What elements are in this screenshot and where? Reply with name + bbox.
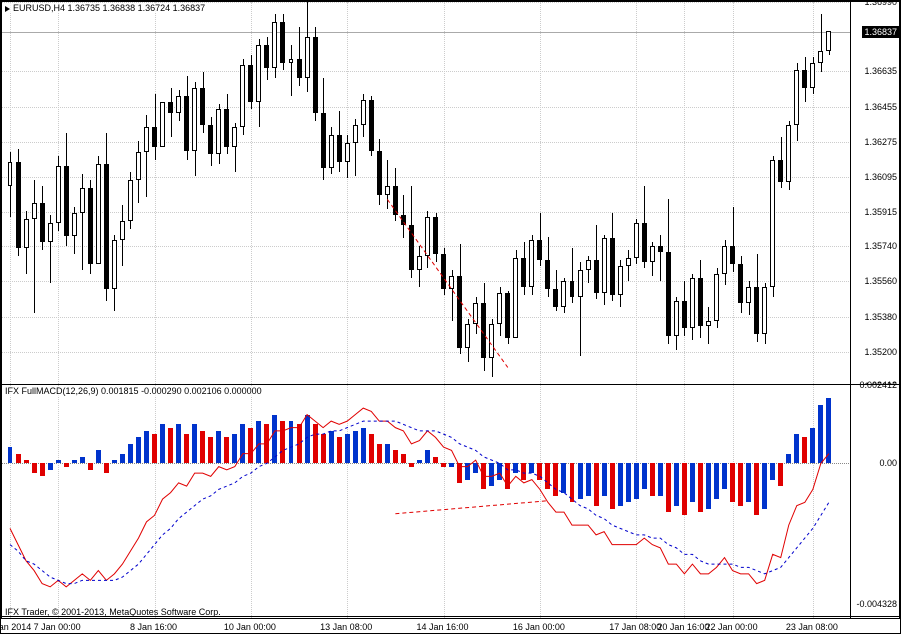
- macd-title: IFX FullMACD(12,26,9) 0.001815 -0.000290…: [5, 386, 262, 396]
- time-axis: 6 Jan 20147 Jan 00:00 8 Jan 16:00 10 Jan 0…: [1, 616, 900, 633]
- y-tick-label: 1.35200: [864, 347, 897, 357]
- x-tick-label: 8 Jan 16:00: [130, 622, 177, 632]
- x-tick-label: 14 Jan 16:00: [417, 622, 469, 632]
- x-tick-label: 16 Jan 00:00: [513, 622, 565, 632]
- x-tick-label: 7 Jan 00:00: [34, 622, 81, 632]
- x-tick-label: 20 Jan 16:00: [657, 622, 709, 632]
- price-title-text: EURUSD,H4 1.36735 1.36838 1.36724 1.3683…: [13, 3, 205, 13]
- price-panel[interactable]: EURUSD,H4 1.36735 1.36838 1.36724 1.3683…: [1, 1, 900, 385]
- price-title: EURUSD,H4 1.36735 1.36838 1.36724 1.3683…: [5, 3, 205, 13]
- x-tick-label: 23 Jan 08:00: [786, 622, 838, 632]
- x-tick-label: 6 Jan 2014: [0, 622, 31, 632]
- y-tick-label: 1.35560: [864, 276, 897, 286]
- y-tick-label: 1.35915: [864, 207, 897, 217]
- y-tick-label: 1.36095: [864, 172, 897, 182]
- price-overlay-svg: [2, 2, 853, 386]
- x-tick-label: 22 Jan 00:00: [706, 622, 758, 632]
- y-tick-label: 0.00: [879, 458, 897, 468]
- x-tick-label: 10 Jan 00:00: [224, 622, 276, 632]
- x-tick-label: 13 Jan 08:00: [320, 622, 372, 632]
- y-tick-label: 1.36275: [864, 137, 897, 147]
- macd-overlay-svg: [2, 385, 853, 604]
- macd-panel[interactable]: IFX FullMACD(12,26,9) 0.001815 -0.000290…: [1, 384, 900, 619]
- y-tick-label: 0.002412: [859, 380, 897, 390]
- y-tick-label: 1.35740: [864, 241, 897, 251]
- macd-plot-area[interactable]: [2, 385, 851, 618]
- current-price-tag: 1.36837: [862, 26, 899, 38]
- chart-window: EURUSD,H4 1.36735 1.36838 1.36724 1.3683…: [0, 0, 901, 634]
- y-tick-label: 1.36635: [864, 66, 897, 76]
- y-tick-label: 1.35380: [864, 312, 897, 322]
- price-y-axis: 1.350251.352001.353801.355601.357401.359…: [850, 2, 899, 384]
- macd-y-axis: 0.0024120.00-0.004328: [850, 385, 899, 618]
- y-tick-label: -0.004328: [856, 599, 897, 609]
- y-tick-label: 1.36455: [864, 102, 897, 112]
- price-plot-area[interactable]: [2, 2, 851, 384]
- y-tick-label: 1.36990: [864, 0, 897, 7]
- chevron-right-icon: [5, 6, 10, 12]
- x-tick-label: 17 Jan 08:00: [609, 622, 661, 632]
- copyright-text: IFX Trader, © 2001-2013, MetaQuotes Soft…: [5, 607, 221, 617]
